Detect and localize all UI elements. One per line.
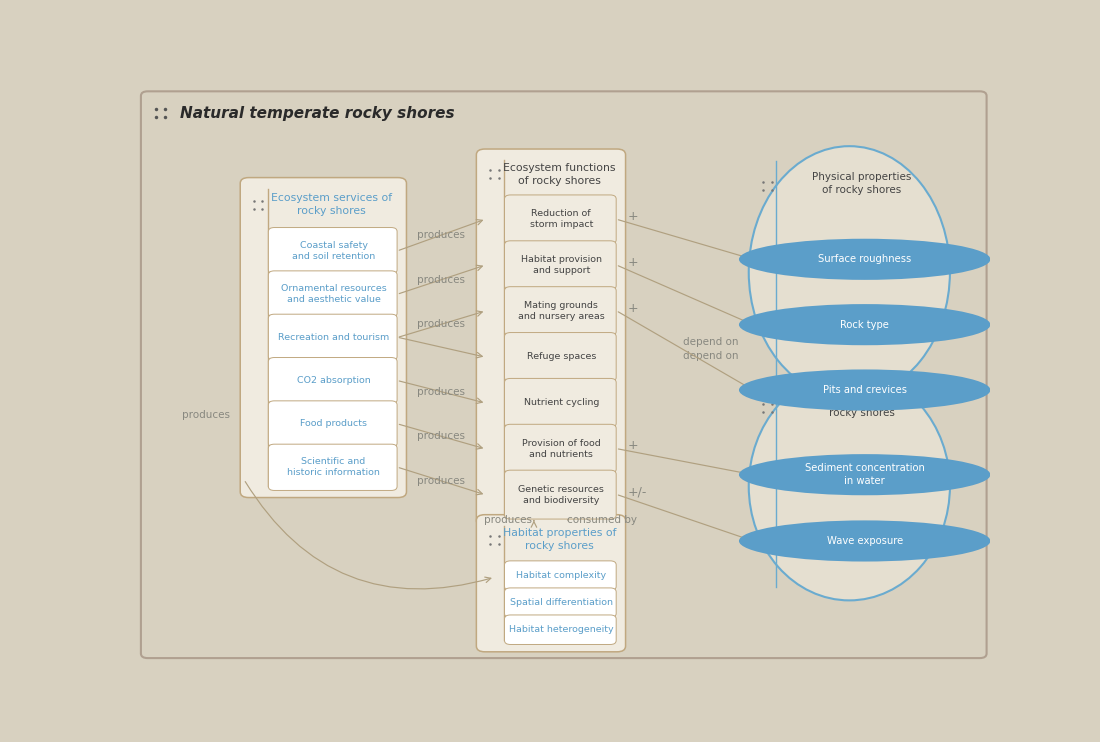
Text: Sediment concentration
in water: Sediment concentration in water [805, 464, 925, 486]
Text: +: + [627, 439, 638, 453]
Text: Reduction of
storm impact: Reduction of storm impact [529, 209, 593, 229]
Text: +: + [627, 256, 638, 269]
FancyBboxPatch shape [505, 286, 616, 335]
Text: produces: produces [182, 410, 230, 420]
Text: Genetic resources
and biodiversity: Genetic resources and biodiversity [518, 485, 604, 505]
Ellipse shape [739, 520, 990, 562]
Text: Provision of food
and nutrients: Provision of food and nutrients [521, 439, 601, 459]
Text: depend on
depend on: depend on depend on [683, 337, 738, 361]
Ellipse shape [739, 239, 990, 280]
Text: CO2 absorption: CO2 absorption [297, 376, 371, 385]
FancyBboxPatch shape [476, 515, 626, 651]
Text: Nutrient cycling: Nutrient cycling [524, 398, 598, 407]
Text: Ornamental resources
and aesthetic value: Ornamental resources and aesthetic value [280, 284, 386, 304]
Text: Wave exposure: Wave exposure [826, 536, 903, 546]
FancyBboxPatch shape [505, 332, 616, 381]
FancyBboxPatch shape [476, 149, 626, 526]
FancyBboxPatch shape [268, 358, 397, 404]
FancyBboxPatch shape [505, 561, 616, 591]
Ellipse shape [749, 372, 950, 600]
Ellipse shape [749, 146, 950, 398]
Text: Food products: Food products [300, 419, 367, 428]
Text: +: + [627, 210, 638, 223]
Text: produces: produces [417, 387, 465, 397]
Text: Rock type: Rock type [840, 320, 889, 329]
Ellipse shape [739, 370, 990, 410]
Text: Habitat complexity: Habitat complexity [516, 571, 606, 580]
FancyBboxPatch shape [505, 588, 616, 617]
FancyBboxPatch shape [505, 195, 616, 244]
Text: Natural temperate rocky shores: Natural temperate rocky shores [180, 105, 454, 120]
FancyBboxPatch shape [505, 615, 616, 645]
Text: Ecosystem services of
rocky shores: Ecosystem services of rocky shores [272, 193, 393, 217]
FancyBboxPatch shape [268, 444, 397, 490]
FancyBboxPatch shape [240, 177, 407, 498]
FancyBboxPatch shape [505, 378, 616, 427]
Text: Habitat provision
and support: Habitat provision and support [520, 255, 602, 275]
Text: produces: produces [417, 230, 465, 240]
Text: Physical properties
of rocky shores: Physical properties of rocky shores [813, 172, 912, 195]
Text: Coastal safety
and soil retention: Coastal safety and soil retention [292, 240, 375, 260]
Ellipse shape [739, 304, 990, 345]
FancyBboxPatch shape [505, 424, 616, 473]
Text: produces: produces [417, 431, 465, 441]
Text: produces: produces [417, 319, 465, 329]
FancyBboxPatch shape [268, 401, 397, 447]
FancyBboxPatch shape [505, 241, 616, 289]
Text: Habitat properties of
rocky shores: Habitat properties of rocky shores [503, 528, 616, 551]
FancyBboxPatch shape [268, 314, 397, 361]
Text: Recreation and tourism: Recreation and tourism [278, 333, 389, 342]
Text: Pits and crevices: Pits and crevices [823, 385, 906, 395]
Text: produces: produces [417, 275, 465, 285]
FancyBboxPatch shape [268, 228, 397, 274]
Ellipse shape [739, 454, 990, 495]
Text: Mating grounds
and nursery areas: Mating grounds and nursery areas [518, 301, 605, 321]
Text: +/-: +/- [627, 485, 647, 499]
Text: Ecosystem functions
of rocky shores: Ecosystem functions of rocky shores [503, 162, 616, 186]
Text: Habitat heterogeneity: Habitat heterogeneity [509, 626, 614, 634]
Text: Spatial differentiation: Spatial differentiation [509, 598, 613, 607]
Text: +: + [627, 302, 638, 315]
Text: produces: produces [417, 476, 465, 486]
Text: Refuge spaces: Refuge spaces [527, 352, 596, 361]
Text: Surface roughness: Surface roughness [818, 255, 911, 264]
FancyBboxPatch shape [141, 91, 987, 658]
FancyBboxPatch shape [268, 271, 397, 317]
Text: consumed by: consumed by [568, 516, 637, 525]
Text: produces: produces [484, 516, 532, 525]
Text: Abiotic factors influencing
rocky shores: Abiotic factors influencing rocky shores [794, 395, 931, 418]
Text: Scientific and
historic information: Scientific and historic information [287, 457, 380, 477]
FancyBboxPatch shape [505, 470, 616, 519]
